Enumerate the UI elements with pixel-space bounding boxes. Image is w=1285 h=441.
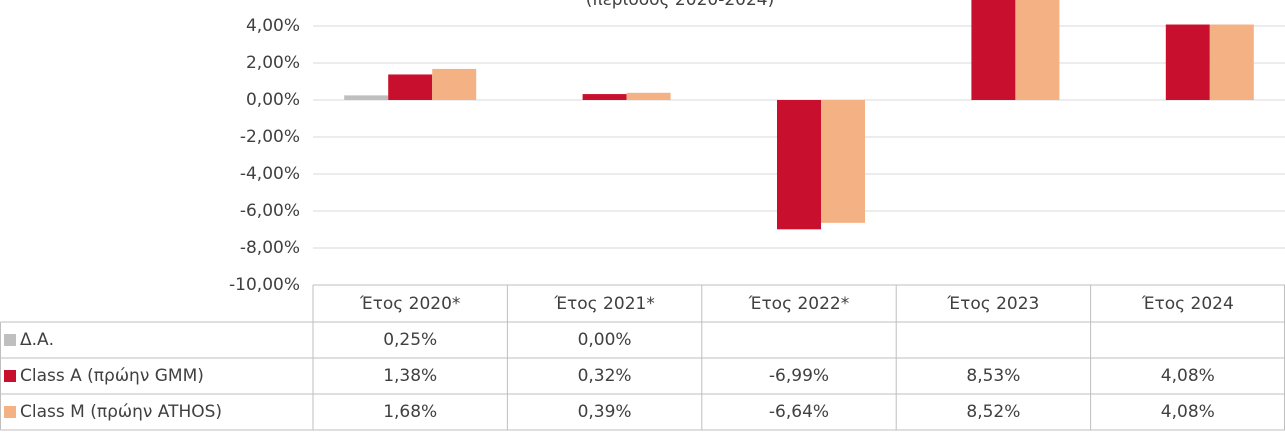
legend-label: Δ.Α. <box>20 330 54 350</box>
y-tick-label: -6,00% <box>240 201 300 221</box>
bar <box>821 100 865 223</box>
bar <box>971 0 1016 100</box>
bar <box>626 92 671 100</box>
y-tick-label: 0,00% <box>246 90 300 110</box>
table-cell: 1,38% <box>383 366 437 386</box>
bar <box>1015 0 1060 100</box>
table-cell: 0,25% <box>383 330 437 350</box>
table-cell: 8,52% <box>966 402 1020 422</box>
y-tick-label: 4,00% <box>246 16 300 36</box>
legend-swatch <box>4 370 16 382</box>
bar <box>777 100 821 230</box>
table-cell: 0,32% <box>578 366 632 386</box>
y-tick-label: -8,00% <box>240 238 300 258</box>
table-cell: 4,08% <box>1161 402 1215 422</box>
y-tick-label: -2,00% <box>240 127 300 147</box>
table-cell: 8,53% <box>966 366 1020 386</box>
bar <box>1209 24 1254 100</box>
table-cell: 0,39% <box>578 402 632 422</box>
table-cell: 0,00% <box>578 330 632 350</box>
table-cell: 1,68% <box>383 402 437 422</box>
legend-label: Class A (πρώην GMM) <box>20 366 204 386</box>
bar <box>344 95 389 100</box>
legend-swatch <box>4 334 16 346</box>
bar <box>388 74 433 100</box>
table-cell: 4,08% <box>1161 366 1215 386</box>
bar <box>1165 24 1210 100</box>
y-tick-label: -10,00% <box>229 275 300 295</box>
bar <box>582 94 627 100</box>
legend-label: Class M (πρώην ATHOS) <box>20 402 222 422</box>
x-tick-label: Έτος 2023 <box>946 294 1039 314</box>
x-tick-label: Έτος 2022* <box>748 294 849 314</box>
x-tick-label: Έτος 2020* <box>359 294 460 314</box>
x-tick-label: Έτος 2021* <box>553 294 654 314</box>
y-tick-label: 2,00% <box>246 53 300 73</box>
chart-subtitle: (περίοδος 2020-2024) <box>586 0 774 10</box>
y-tick-label: -4,00% <box>240 164 300 184</box>
legend-swatch <box>4 406 16 418</box>
x-tick-label: Έτος 2024 <box>1141 294 1234 314</box>
table-cell: -6,99% <box>769 366 829 386</box>
table-cell: -6,64% <box>769 402 829 422</box>
bar <box>432 68 477 100</box>
